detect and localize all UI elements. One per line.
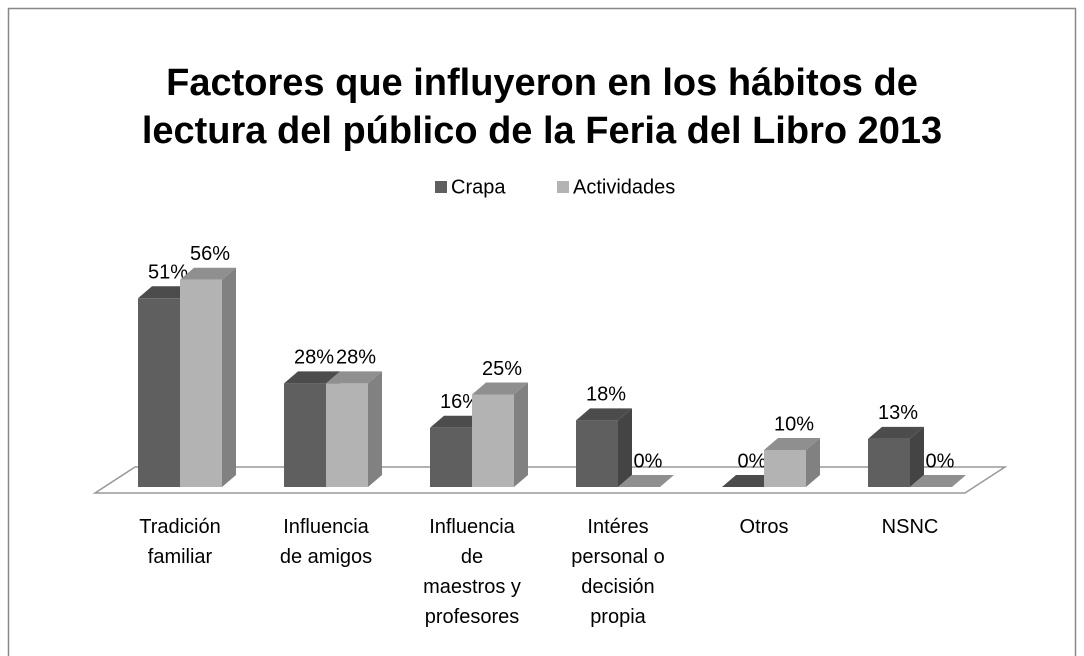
data-label: 25% bbox=[482, 358, 522, 380]
bar-top bbox=[472, 382, 528, 395]
data-label: 0% bbox=[926, 450, 955, 472]
legend-label: Crapa bbox=[451, 176, 506, 198]
bar-front bbox=[284, 383, 326, 487]
bar bbox=[618, 475, 674, 487]
x-tick-label: NSNC bbox=[881, 516, 939, 538]
bar-top bbox=[284, 371, 340, 384]
bar bbox=[326, 371, 382, 487]
bar-side bbox=[618, 408, 632, 487]
x-tick-label: Influencia de maestros y profesores bbox=[423, 516, 521, 628]
bar bbox=[764, 438, 820, 487]
bar bbox=[180, 267, 236, 487]
legend-swatch bbox=[435, 181, 447, 193]
bar-top bbox=[618, 475, 674, 487]
bar bbox=[868, 426, 924, 487]
data-label: 28% bbox=[336, 347, 376, 369]
bar-top bbox=[910, 475, 966, 487]
bar-front bbox=[180, 279, 222, 487]
bar-side bbox=[806, 438, 820, 487]
bar-side bbox=[910, 426, 924, 487]
data-label: 28% bbox=[294, 347, 334, 369]
data-label: 56% bbox=[190, 243, 230, 265]
bar bbox=[910, 475, 966, 487]
data-label: 13% bbox=[878, 402, 918, 424]
data-label: 16% bbox=[440, 391, 480, 413]
bar-side bbox=[222, 267, 236, 487]
bar-front bbox=[472, 394, 514, 487]
legend-label: Actividades bbox=[573, 176, 675, 198]
data-label: 51% bbox=[148, 262, 188, 284]
bar-top bbox=[868, 426, 924, 439]
bar bbox=[472, 382, 528, 487]
bar-top bbox=[576, 408, 632, 421]
bar-top bbox=[764, 438, 820, 450]
data-label: 0% bbox=[738, 450, 767, 472]
bar-front bbox=[326, 383, 368, 487]
bar-top bbox=[326, 371, 382, 384]
data-label: 0% bbox=[634, 450, 663, 472]
x-tick-label: Intéres personal o decisión propia bbox=[571, 516, 665, 628]
bar-side bbox=[368, 371, 382, 487]
bar-front bbox=[138, 298, 180, 487]
bar-front bbox=[576, 420, 618, 487]
data-label: 18% bbox=[586, 384, 626, 406]
data-label: 10% bbox=[774, 413, 814, 435]
bar-front bbox=[430, 427, 472, 487]
x-tick-label: Otros bbox=[739, 516, 789, 538]
x-tick-label: Tradición familiar bbox=[139, 516, 221, 568]
bar-front bbox=[868, 438, 910, 487]
chart-title: lectura del público de la Feria del Libr… bbox=[142, 110, 942, 152]
x-tick-label: Influencia de amigos bbox=[279, 516, 373, 568]
bar-front bbox=[764, 450, 806, 487]
bar bbox=[576, 408, 632, 487]
legend-swatch bbox=[557, 181, 569, 193]
chart-title: Factores que influyeron en los hábitos d… bbox=[166, 62, 918, 104]
bar-side bbox=[514, 382, 528, 487]
bar-top bbox=[180, 267, 236, 280]
